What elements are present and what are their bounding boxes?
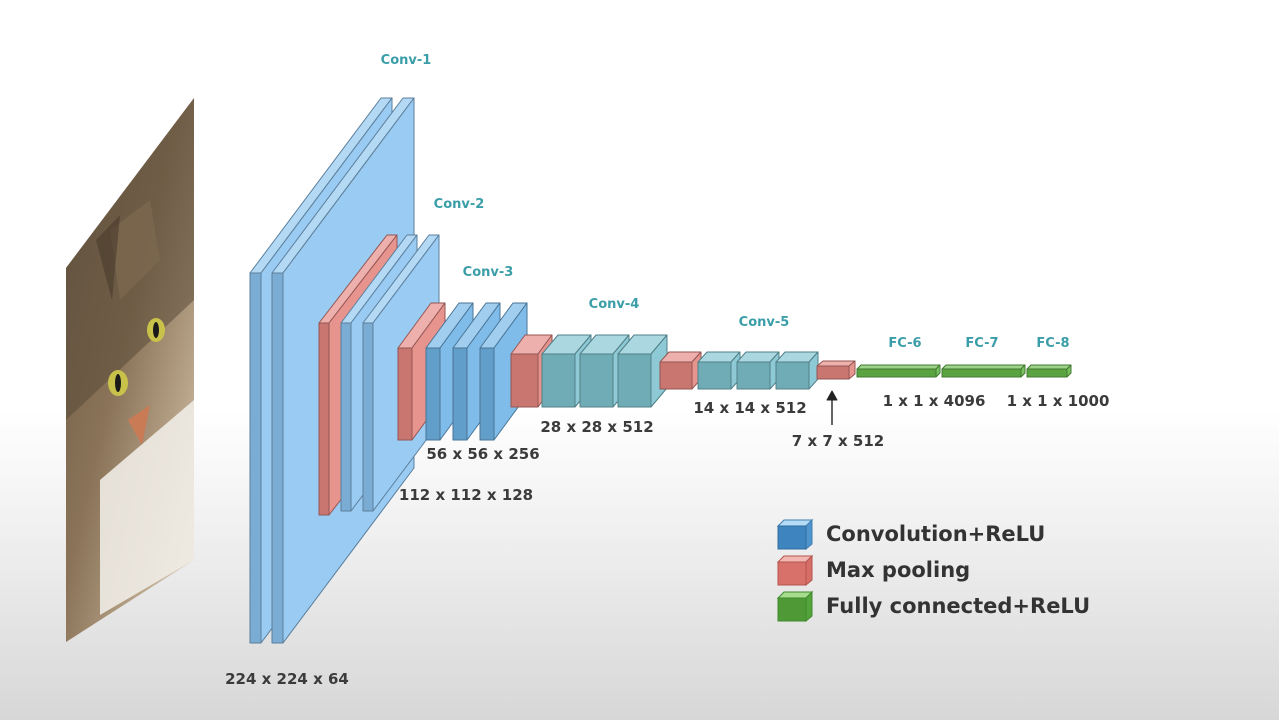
legend-label-conv: Convolution+ReLU: [826, 522, 1046, 546]
conv5-block-a-front: [697, 361, 732, 390]
fc8-block: [1026, 364, 1072, 378]
legend-item-pool: Max pooling: [776, 552, 1090, 588]
pool3-block-front: [510, 353, 539, 408]
dim-label-14: 14 x 14 x 512: [693, 399, 807, 417]
dim-label-7: 7 x 7 x 512: [791, 432, 885, 450]
pool2-block-front: [397, 347, 413, 441]
fc6-block-front: [856, 368, 937, 378]
fc6-block: [856, 364, 941, 378]
conv3-block-a-front: [425, 347, 441, 441]
pool4-block: [659, 351, 702, 390]
stage-label-conv2: Conv-2: [433, 197, 485, 212]
fc7-block-front: [941, 368, 1022, 378]
fc8-block-top: [1026, 364, 1072, 370]
conv5-block-b-front: [736, 361, 771, 390]
conv3-block-b-front: [452, 347, 468, 441]
stage-label-conv4: Conv-4: [588, 297, 640, 312]
conv5-block-b: [736, 351, 780, 390]
cat-photo-icon: [66, 98, 194, 642]
conv2-block-a-front: [340, 322, 352, 512]
conv5-block-c-front: [775, 361, 810, 390]
fc6-block-top: [856, 364, 941, 370]
stage-label-conv5: Conv-5: [738, 315, 790, 330]
conv5-block-c: [775, 351, 819, 390]
stage-label-fc7: FC-7: [965, 336, 999, 351]
conv4-block-c-front: [617, 353, 652, 408]
conv5-block-a: [697, 351, 741, 390]
pool1-block-front: [318, 322, 330, 516]
legend-label-fc: Fully connected+ReLU: [826, 594, 1091, 618]
legend: Convolution+ReLU Max pooling Fully conne…: [776, 516, 1090, 624]
legend-item-conv: Convolution+ReLU: [776, 516, 1090, 552]
legend-swatch-pool: [776, 554, 814, 586]
conv1-block-b-front: [271, 272, 284, 644]
conv2-block-b-front: [362, 322, 374, 512]
stage-label-fc8: FC-8: [1036, 336, 1070, 351]
legend-label-pool: Max pooling: [826, 558, 971, 582]
pool4-block-front: [659, 361, 693, 390]
pool5-arrow-head: [826, 390, 838, 401]
stage-label-conv3: Conv-3: [462, 265, 514, 280]
dim-label-28: 28 x 28 x 512: [540, 418, 654, 436]
fc7-block-top: [941, 364, 1026, 370]
legend-swatch-fc: [776, 590, 814, 622]
dim-label-112: 112 x 112 x 128: [398, 486, 534, 504]
dim-label-4096: 1 x 1 x 4096: [882, 392, 986, 410]
fc8-block-front: [1026, 368, 1068, 378]
conv1-block-a-front: [249, 272, 262, 644]
conv4-block-b-front: [579, 353, 614, 408]
pool5-block: [816, 360, 856, 380]
dim-label-1000: 1 x 1 x 1000: [1006, 392, 1110, 410]
legend-swatch-conv: [776, 518, 814, 550]
stage-label-conv1: Conv-1: [380, 53, 432, 68]
stage-label-fc6: FC-6: [888, 336, 922, 351]
dim-label-56: 56 x 56 x 256: [426, 445, 540, 463]
dim-label-224: 224 x 224 x 64: [225, 670, 349, 688]
legend-item-fc: Fully connected+ReLU: [776, 588, 1090, 624]
pool5-arrow-icon: [826, 390, 838, 425]
pool5-block-front: [816, 365, 850, 380]
conv4-block-a-front: [541, 353, 576, 408]
conv3-block-c-front: [479, 347, 495, 441]
fc7-block: [941, 364, 1026, 378]
